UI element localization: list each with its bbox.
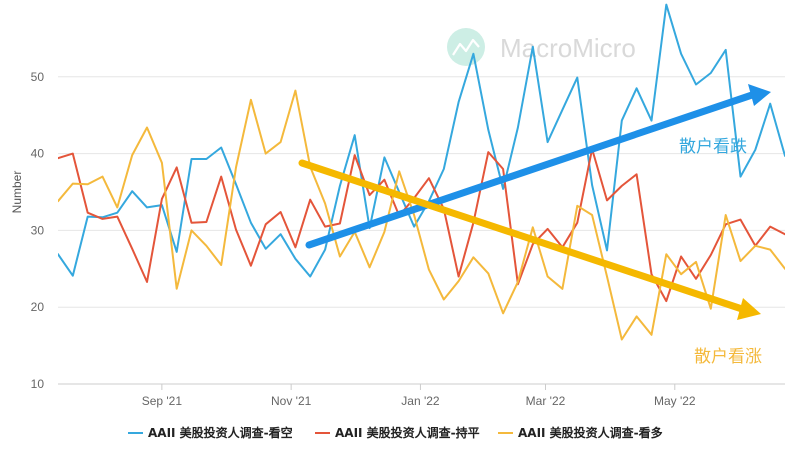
watermark-logo-icon: [447, 28, 485, 66]
bullish-arrow-head-icon: [737, 298, 761, 320]
y-tick-label: 30: [31, 223, 45, 237]
x-tick-label: May '22: [654, 394, 696, 408]
legend-label-2[interactable]: AAII 美股投资人调查-持平: [335, 425, 480, 440]
x-axis: Sep '21 Nov '21 Jan '22 Mar '22 May '22: [58, 383, 785, 408]
y-axis: 10 20 30 40 50: [31, 70, 45, 391]
x-tick-label: Sep '21: [142, 394, 183, 408]
x-tick-label: Nov '21: [271, 394, 312, 408]
y-tick-label: 40: [31, 147, 45, 161]
bullish-trend-arrow: [298, 159, 746, 313]
series-line-2: [58, 148, 785, 303]
watermark-chart-glyph: [452, 38, 480, 56]
bearish-annotation: 散户看跌: [679, 137, 747, 157]
watermark: MacroMicro: [447, 28, 636, 66]
x-tick-label: Mar '22: [526, 394, 566, 408]
bearish-trend-arrow: [305, 91, 756, 249]
bearish-arrow-head-icon: [748, 84, 771, 106]
bullish-annotation: 散户看涨: [694, 347, 762, 367]
watermark-text: MacroMicro: [500, 33, 636, 63]
y-axis-title: Number: [10, 171, 24, 214]
series-group: [58, 3, 785, 341]
series-line-3: [58, 89, 785, 341]
x-tick-label: Jan '22: [401, 394, 440, 408]
series-line-1: [58, 3, 785, 278]
legend-label-3[interactable]: AAII 美股投资人调查-看多: [518, 425, 663, 440]
legend-label-1[interactable]: AAII 美股投资人调查-看空: [148, 425, 293, 440]
y-tick-label: 50: [31, 70, 45, 84]
y-tick-label: 20: [31, 300, 45, 314]
y-tick-label: 10: [31, 377, 45, 391]
trend-arrows: [298, 84, 771, 320]
legend: AAII 美股投资人调查-看空 AAII 美股投资人调查-持平 AAII 美股投资人…: [128, 425, 663, 440]
